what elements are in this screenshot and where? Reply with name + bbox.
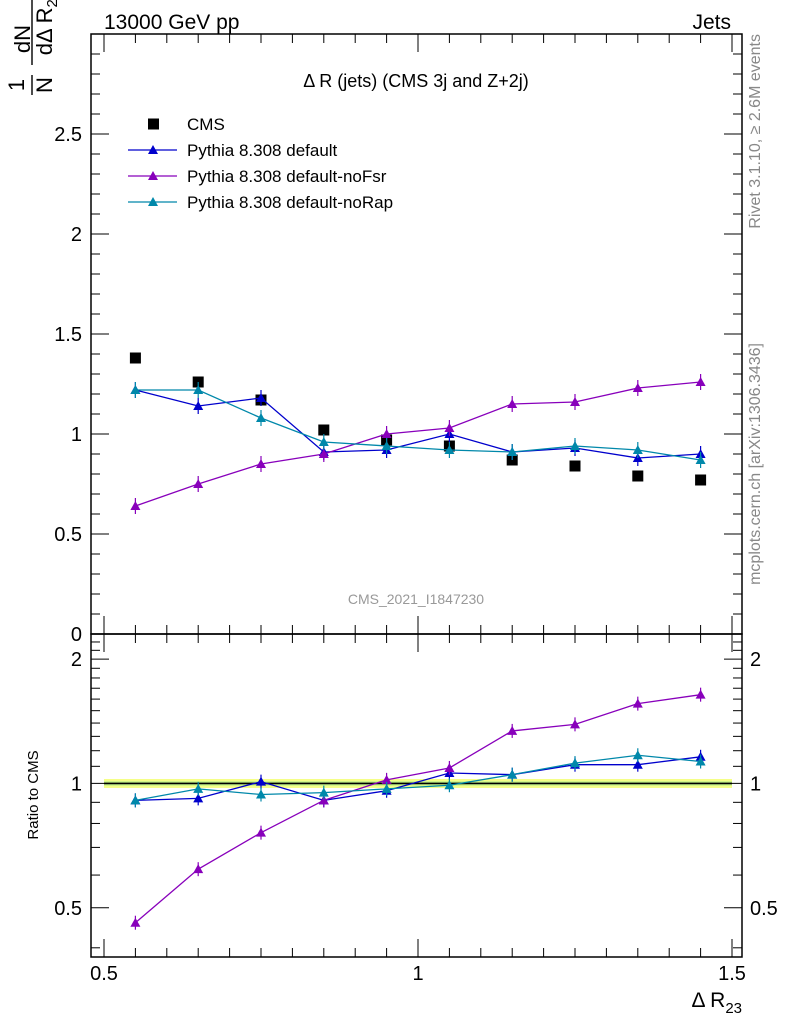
ratio-pythia-8-308-default-point (632, 759, 643, 769)
legend-marker (148, 171, 158, 180)
svg-text:dN: dN (10, 25, 35, 53)
cms-data-point (318, 424, 330, 436)
legend-marker (148, 145, 158, 154)
legend-label: CMS (187, 115, 225, 134)
pythia-8-308-default-nofsr-point (632, 383, 643, 392)
ratio-y-tick-label: 2 (71, 649, 82, 671)
ratio-pythia-8-308-default-norap-point (570, 758, 580, 768)
main-y-tick-label: 1 (71, 424, 82, 446)
ratio-pythia-8-308-default-norap-point (381, 783, 392, 793)
pythia-8-308-default-norap-point (444, 445, 455, 454)
ratio-panel: Ratio to CMS Δ R23 (25, 633, 743, 1017)
legend-marker-cms (148, 118, 159, 130)
pythia-8-308-default-norap-line (135, 389, 701, 461)
main-panel: Δ R (jets) (CMS 3j and Z+2j) CMS_2021_I1… (4, 0, 743, 635)
x-tick-label: 1 (412, 963, 423, 985)
pythia-8-308-default-point (193, 401, 204, 410)
main-y-tick-label: 2.5 (54, 124, 82, 146)
ratio-pythia-8-308-default-norap-point (507, 769, 518, 779)
ratio-pythia-8-308-default-norap-point (193, 783, 204, 793)
ratio-y-axis-label: Ratio to CMS (25, 750, 42, 839)
ratio-pythia-8-308-default-norap-point (256, 789, 266, 799)
ratio-pythia-8-308-default-point (256, 776, 266, 786)
ratio-pythia-8-308-default-norap-point (318, 787, 329, 797)
pythia-8-308-default-norap-point (256, 413, 266, 422)
pythia-8-308-default-norap-point (570, 441, 580, 450)
legend: CMS Pythia 8.308 default Pythia 8.308 defa… (128, 115, 393, 212)
ratio-pythia-8-308-default-norap-point (632, 750, 643, 760)
pythia-8-308-default-nofsr-point (507, 399, 518, 408)
pythia-8-308-default-norap-point (695, 455, 706, 464)
pythia-8-308-default-norap-point (381, 441, 392, 450)
svg-text:1: 1 (4, 79, 29, 91)
rivet-version-text: Rivet 3.1.10, ≥ 2.6M events (747, 34, 764, 229)
analysis-watermark: CMS_2021_I1847230 (348, 591, 484, 607)
ratio-pythia-8-308-default-norap-point (695, 756, 706, 766)
x-tick-label: 1.5 (718, 963, 746, 985)
ratio-pythia-8-308-default-nofsr-point (256, 827, 266, 837)
main-y-tick-label: 0 (71, 624, 82, 646)
header-left: 13000 GeV pp (104, 11, 239, 34)
pythia-8-308-default-norap-point (507, 447, 518, 456)
main-y-tick-label: 0.5 (54, 524, 82, 546)
ratio-pythia-8-308-default-nofsr-point (570, 719, 580, 729)
ratio-frame (90, 633, 743, 958)
ratio-pythia-8-308-default-nofsr-line (134, 694, 701, 924)
pythia-8-308-default-point (256, 393, 266, 402)
cms-data-point (569, 460, 581, 472)
data-layer (104, 352, 732, 930)
pythia-8-308-default-nofsr-point (256, 459, 266, 468)
pythia-8-308-default-nofsr-point (444, 423, 455, 432)
pythia-8-308-default-line (135, 389, 701, 459)
svg-text:N: N (32, 77, 57, 93)
ratio-y-tick-label-right: 0.5 (750, 898, 778, 920)
pythia-8-308-default-norap-point (130, 385, 141, 394)
main-y-tick-label: 1.5 (54, 324, 82, 346)
pythia-8-308-default-nofsr-point (570, 397, 580, 406)
pythia-8-308-default-nofsr-point (695, 377, 706, 386)
pythia-8-308-default-norap-point (632, 445, 643, 454)
pythia-8-308-default-nofsr-point (381, 429, 392, 438)
x-axis-label: Δ R23 (691, 989, 742, 1017)
legend-label: Pythia 8.308 default-noFsr (187, 167, 387, 186)
ratio-pythia-8-308-default-nofsr-point (381, 774, 392, 784)
cms-data-point (695, 474, 707, 486)
svg-text:dΔ R23: dΔ R23 (32, 0, 61, 55)
legend-label: Pythia 8.308 default-noRap (187, 193, 393, 212)
pythia-8-308-default-nofsr-point (318, 449, 329, 458)
ratio-y-tick-label-right: 2 (750, 649, 761, 671)
ratio-pythia-8-308-default-nofsr-point (444, 762, 455, 772)
ratio-pythia-8-308-default-nofsr-point (318, 795, 329, 805)
pythia-8-308-default-nofsr-line (135, 381, 701, 507)
ratio-pythia-8-308-default-point (193, 793, 204, 803)
ratio-pythia-8-308-default-norap-point (130, 795, 141, 805)
pythia-8-308-default-norap-point (318, 437, 329, 446)
ratio-y-tick-label-right: 1 (750, 773, 761, 795)
ratio-pythia-8-308-default-nofsr-point (130, 917, 141, 927)
ratio-pythia-8-308-default-norap-point (444, 780, 455, 790)
ratio-pythia-8-308-default-norap-line (135, 754, 701, 801)
ratio-y-tick-label: 1 (71, 773, 82, 795)
main-y-tick-label: 2 (71, 224, 82, 246)
ratio-pythia-8-308-default-nofsr-point (695, 689, 706, 699)
main-title: Δ R (jets) (CMS 3j and Z+2j) (303, 71, 529, 91)
mcplots-reference-text: mcplots.cern.ch [arXiv:1306.3436] (747, 343, 764, 585)
ratio-y-tick-label: 0.5 (54, 898, 82, 920)
pythia-8-308-default-norap-point (193, 385, 204, 394)
axes-layer: 0 0.5 1 1.5 2 2.5 0.5 1 1.5 0.5 0.5 1 1 2 2 (54, 34, 778, 985)
pythia-8-308-default-nofsr-point (130, 501, 141, 510)
cms-data-point (632, 470, 644, 482)
ratio-pythia-8-308-default-nofsr-point (632, 698, 643, 708)
cms-data-point (129, 352, 141, 364)
legend-marker (148, 197, 158, 206)
header-right: Jets (692, 11, 731, 34)
x-tick-label: 0.5 (90, 963, 118, 985)
ratio-pythia-8-308-default-nofsr-point (193, 864, 204, 874)
legend-label: Pythia 8.308 default (187, 141, 338, 160)
ratio-pythia-8-308-default-nofsr-point (507, 725, 518, 735)
pythia-8-308-default-nofsr-point (193, 479, 204, 488)
ratio-pythia-8-308-default-line (135, 756, 701, 802)
main-y-axis-label: 1 dN N dΔ R23 (4, 0, 61, 95)
